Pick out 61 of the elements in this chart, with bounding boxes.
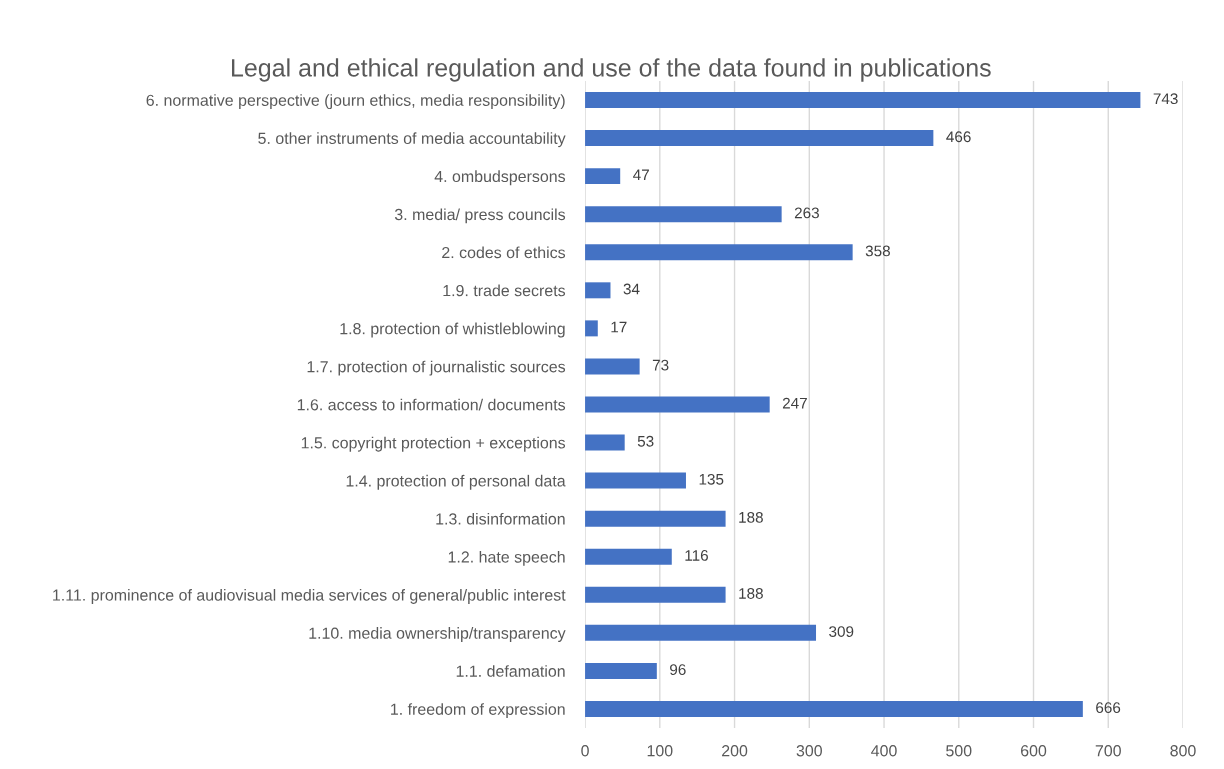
data-label: 116 [685,550,708,561]
data-label: 17 [611,321,627,333]
bar [585,472,686,489]
x-tick-label: 100 [647,745,673,757]
y-tick-label: 1.1. defamation [456,665,565,677]
x-tick-label: 0 [581,745,589,757]
data-label: 47 [633,169,649,181]
y-tick-label: 1.5. copyright protection + exceptions [301,436,566,452]
bar [585,168,621,185]
y-tick-label: 1.4. protection of personal data [346,474,566,490]
bar [585,700,1083,717]
data-label: 743 [1153,93,1178,105]
y-tick-label: 1. freedom of expression [391,703,565,719]
y-tick-label: 4. ombudspersons [434,170,566,186]
y-tick-label: 1.7. protection of journalistic sources [307,360,566,376]
data-label: 263 [794,207,819,219]
x-tick-label: 800 [1170,745,1196,757]
data-label: 53 [637,435,654,447]
y-tick-label: 1.3. disinformation [436,512,565,525]
data-label: 309 [829,626,854,637]
y-tick-label: 5. other instruments of media accountability [258,132,566,148]
y-tick-label: 2. codes of ethics [442,246,566,259]
bar [585,548,672,565]
x-tick-label: 700 [1095,745,1121,757]
data-label: 96 [670,664,686,676]
x-tick-label: 600 [1021,745,1047,757]
y-tick-label: 1.10. media ownership/transparency [309,627,566,642]
data-label: 466 [946,131,971,143]
y-tick-label: 3. media/ press councils [394,208,566,224]
bar [585,434,625,451]
y-tick-label: 1.9. trade secrets [443,284,566,297]
data-label: 666 [1096,702,1121,714]
bar [585,92,1141,108]
bar [585,510,726,527]
bar [585,206,782,223]
bar [585,358,640,375]
x-tick-label: 200 [722,745,748,757]
chart-title: Legal and ethical regulation and use of the data found in publications [232,58,991,82]
bar [585,662,657,679]
data-label: 188 [739,511,763,523]
x-tick-label: 400 [871,745,897,757]
bar [585,320,598,337]
data-label: 247 [782,397,807,409]
bar [585,282,611,299]
x-tick-label: 500 [946,745,972,757]
bar [585,586,726,603]
data-label: 358 [865,245,890,257]
bar [585,130,934,147]
y-tick-label: 1.6. access to information/ documents [297,398,566,411]
y-tick-label: 1.8. protection of whistleblowing [340,322,565,338]
data-label: 34 [623,283,640,295]
data-label: 188 [739,588,763,599]
bar [585,396,770,413]
y-tick-label: 6. normative perspective (journ ethics, media responsibility) [146,94,565,110]
bar [585,244,853,261]
y-tick-label: 1.2. hate speech [448,550,565,566]
bar [585,624,817,641]
y-tick-label: 1.11. prominence of audiovisual media services of general/public interest [53,589,566,604]
data-label: 135 [699,473,724,485]
x-tick-label: 300 [796,745,822,757]
data-label: 73 [652,359,669,371]
